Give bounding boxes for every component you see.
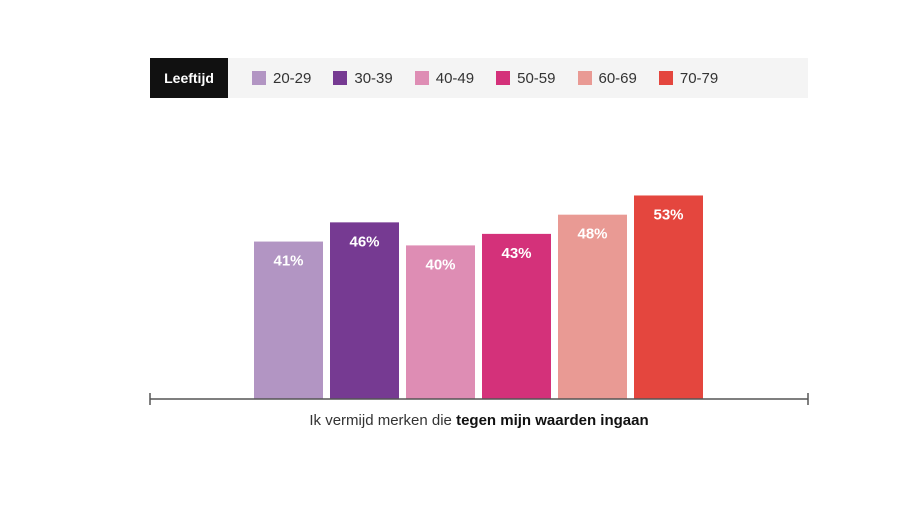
legend-label: 30-39: [354, 69, 393, 87]
legend-item-30-39: 30-39: [333, 69, 393, 87]
bar-value-label: 53%: [653, 206, 683, 223]
legend-item-60-69: 60-69: [577, 69, 637, 87]
legend-label: 20-29: [273, 69, 312, 87]
legend-label: 70-79: [679, 69, 719, 87]
bar-value-label: 43%: [501, 245, 531, 262]
x-axis-label-prefix: Ik vermijd merken die: [309, 412, 457, 429]
legend-swatch: [252, 71, 266, 85]
legend-label: 40-49: [435, 69, 475, 87]
x-axis-label: Ik vermijd merken die tegen mijn waarden…: [150, 412, 808, 429]
legend-swatch: [658, 71, 673, 85]
legend-swatch: [496, 71, 511, 85]
bar-value-label: 46%: [349, 233, 379, 250]
legend-title: Leeftijd: [150, 58, 228, 98]
bar-50-59: [482, 233, 551, 399]
legend-swatch: [414, 71, 429, 85]
bar-30-39: [330, 222, 399, 399]
bar-value-label: 40%: [425, 256, 455, 273]
legend-item-70-79: 70-79: [658, 69, 719, 87]
bar-60-69: [558, 214, 627, 399]
legend-item-50-59: 50-59: [496, 69, 556, 87]
chart-legend: Leeftijd 20-29 30-39 40-49 50-59 60-69 70-79: [150, 58, 808, 98]
legend-items: 20-29 30-39 40-49 50-59 60-69 70-79: [252, 70, 740, 87]
legend-label: 60-69: [598, 69, 637, 87]
legend-item-20-29: 20-29: [252, 70, 311, 87]
x-axis-label-bold: tegen mijn waarden ingaan: [456, 412, 649, 429]
legend-swatch: [333, 71, 348, 85]
bar-value-label: 41%: [273, 253, 303, 270]
bar-value-label: 48%: [577, 226, 607, 243]
legend-swatch: [577, 71, 592, 85]
bar-70-79: [634, 195, 703, 399]
bar-20-29: [254, 241, 323, 399]
legend-item-40-49: 40-49: [414, 69, 475, 87]
bar-40-49: [406, 245, 475, 399]
legend-label: 50-59: [517, 69, 556, 87]
